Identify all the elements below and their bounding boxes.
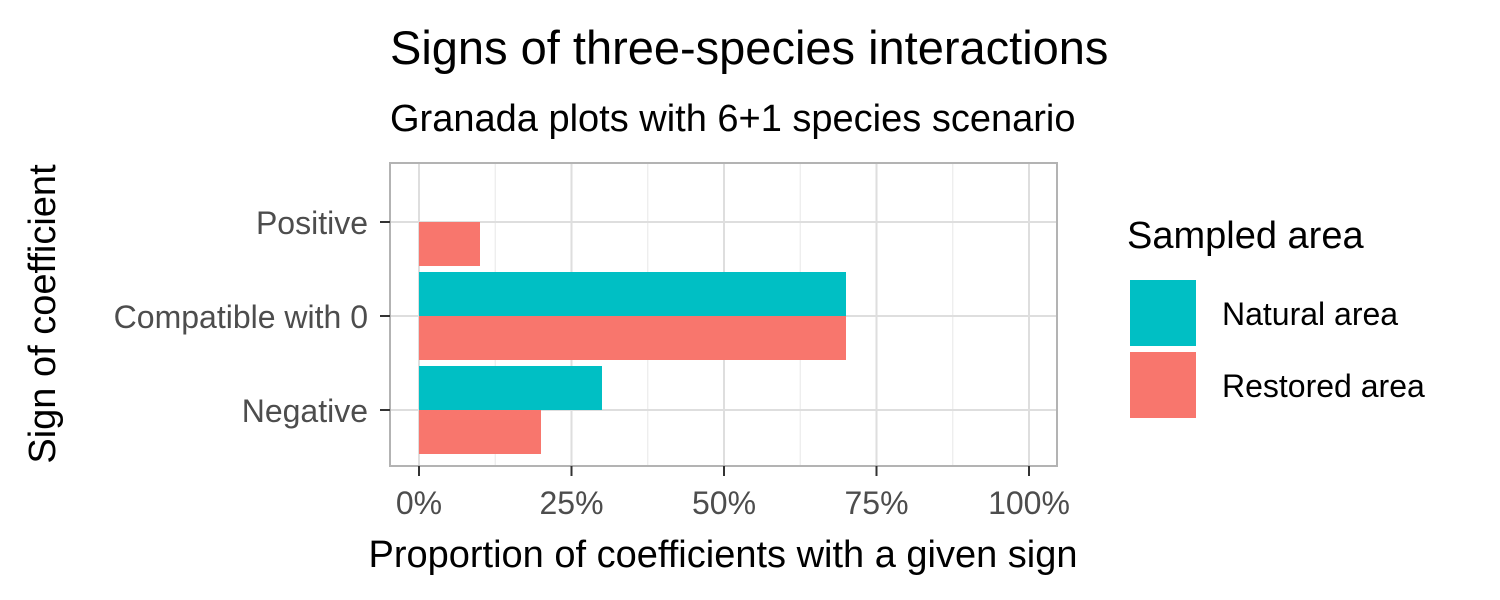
- x-axis-title: Proportion of coefficients with a given …: [368, 534, 1077, 576]
- y-tick-label: Compatible with 0: [114, 299, 368, 335]
- legend-title: Sampled area: [1127, 215, 1364, 257]
- y-axis: Positive Compatible with 0 Negative: [114, 205, 390, 429]
- y-tick-label: Positive: [256, 205, 368, 241]
- bar: [419, 316, 846, 360]
- plot-area: [389, 162, 1058, 467]
- x-tick-label: 0%: [396, 485, 442, 521]
- x-tick-label: 100%: [988, 485, 1070, 521]
- legend: Sampled area Natural area Restored area: [1127, 215, 1425, 418]
- x-tick-label: 75%: [844, 485, 908, 521]
- bar: [419, 410, 541, 454]
- x-tick-label: 50%: [692, 485, 756, 521]
- legend-key: [1130, 352, 1196, 418]
- chart-subtitle: Granada plots with 6+1 species scenario: [390, 98, 1075, 140]
- bar: [419, 222, 480, 266]
- chart-title: Signs of three-species interactions: [390, 21, 1108, 74]
- y-axis-title: Sign of coefficient: [22, 164, 64, 464]
- bars: [419, 222, 846, 454]
- y-tick-label: Negative: [242, 393, 368, 429]
- legend-label: Natural area: [1222, 296, 1398, 332]
- bar: [419, 366, 602, 410]
- legend-key: [1130, 280, 1196, 346]
- bar: [419, 272, 846, 316]
- legend-label: Restored area: [1222, 368, 1425, 404]
- x-tick-label: 25%: [539, 485, 603, 521]
- x-axis: 0% 25% 50% 75% 100%: [396, 466, 1070, 521]
